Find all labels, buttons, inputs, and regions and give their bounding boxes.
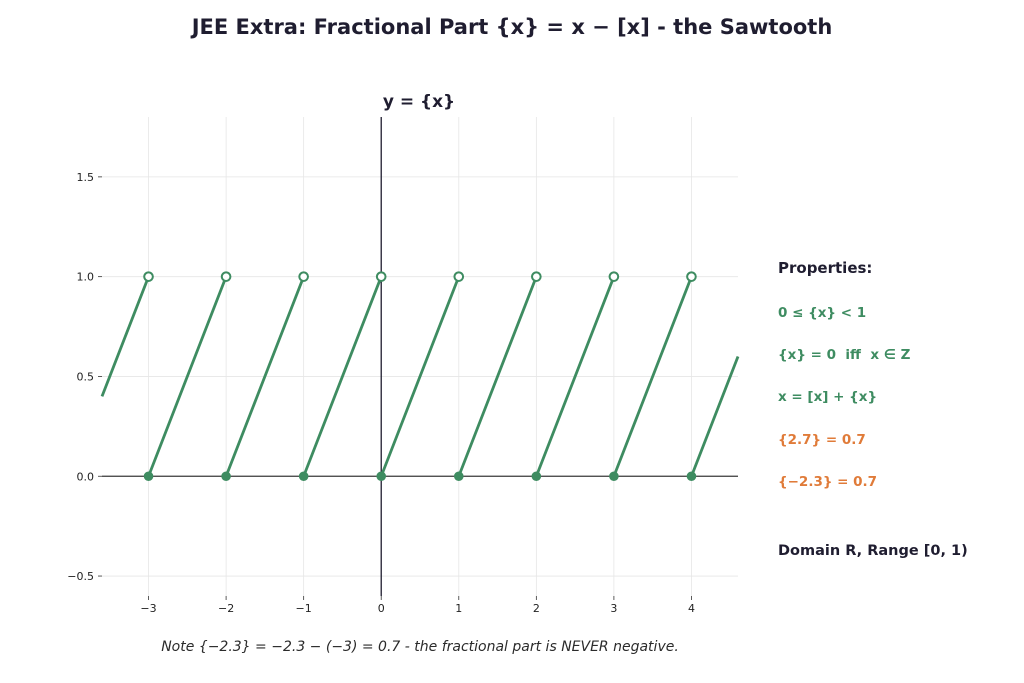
x-tick-label: 3	[610, 602, 617, 615]
closed-endpoint	[609, 471, 619, 482]
sawtooth-segment	[535, 276, 616, 477]
tick-layer: −3 −2 −1 0 1 2 3 4 −0.5 0.0 0.5 1.0 1.5	[67, 171, 695, 615]
x-tick-label: 0	[378, 602, 385, 615]
sawtooth-segment	[379, 276, 461, 477]
series-layer	[100, 276, 740, 477]
open-endpoint	[531, 271, 542, 282]
open-endpoint	[375, 271, 387, 282]
axis-layer	[102, 117, 738, 596]
open-endpoint	[143, 271, 154, 282]
grid-layer	[102, 117, 738, 596]
open-endpoint	[220, 271, 232, 282]
footnote: Note {−2.3} = −2.3 − (−3) = 0.7 - the fr…	[161, 639, 679, 655]
open-endpoint	[686, 271, 697, 282]
property-decomposition: x = [x] + {x}	[778, 389, 878, 405]
sawtooth-segment	[612, 276, 693, 477]
property-example-negative: {−2.3} = 0.7	[778, 474, 878, 490]
open-endpoint	[453, 271, 465, 282]
property-zero-iff-integer: {x} = 0 iff x ∈ Z	[778, 347, 911, 363]
property-example-positive: {2.7} = 0.7	[778, 432, 866, 448]
properties-heading: Properties:	[778, 259, 873, 277]
closed-endpoint	[221, 471, 231, 482]
closed-endpoint	[143, 471, 154, 482]
sawtooth-segment	[224, 276, 305, 477]
y-tick-label: 1.0	[77, 271, 95, 284]
chart-title: y = {x}	[383, 92, 455, 112]
sawtooth-segment	[302, 276, 383, 477]
closed-endpoint	[376, 471, 387, 482]
closed-endpoint	[686, 471, 697, 482]
x-tick-label: 2	[533, 602, 540, 615]
closed-endpoint	[453, 471, 464, 482]
sawtooth-segment	[690, 355, 740, 477]
x-tick-label: 4	[688, 602, 695, 615]
closed-endpoint	[298, 471, 309, 482]
y-tick-label: 0.5	[77, 370, 95, 383]
x-tick-label: −1	[296, 602, 312, 615]
y-tick-label: 1.5	[77, 171, 95, 184]
y-tick-label: −0.5	[67, 570, 94, 583]
domain-range-summary: Domain R, Range [0, 1)	[778, 543, 968, 559]
open-endpoint	[298, 271, 309, 282]
x-tick-label: −3	[140, 602, 156, 615]
sawtooth-segment	[100, 276, 150, 397]
closed-endpoint	[531, 471, 542, 482]
open-endpoint	[608, 271, 620, 282]
figure-title: JEE Extra: Fractional Part {x} = x − [x]…	[191, 15, 833, 39]
sawtooth-segment	[457, 276, 538, 477]
sawtooth-segment	[147, 276, 228, 477]
x-tick-label: −2	[218, 602, 234, 615]
y-tick-label: 0.0	[77, 470, 95, 483]
point-layer	[143, 271, 697, 482]
property-range: 0 ≤ {x} < 1	[778, 305, 867, 321]
x-tick-label: 1	[455, 602, 462, 615]
